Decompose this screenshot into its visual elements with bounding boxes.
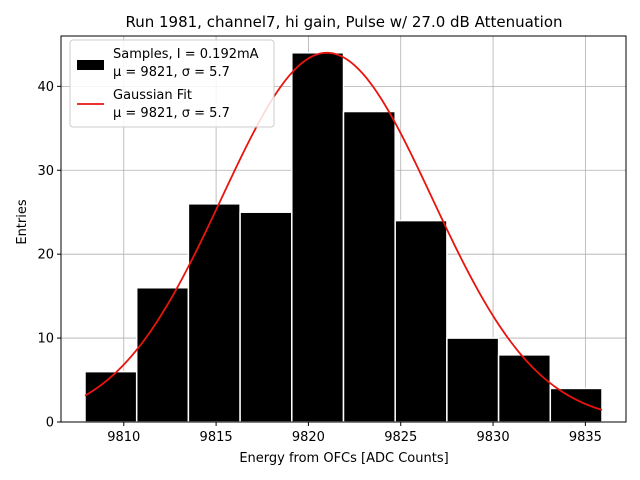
x-axis-ticks: 9810 9815 9820 9825 9830 9835 xyxy=(107,422,602,445)
legend-samples-swatch xyxy=(77,60,104,70)
axes-frame xyxy=(60,35,627,423)
histogram-bar xyxy=(84,370,138,423)
histogram-bar xyxy=(549,387,603,423)
x-tick-label: 9810 xyxy=(107,430,140,445)
x-axis-label: Energy from OFCs [ADC Counts] xyxy=(239,451,448,466)
histogram-bar xyxy=(446,337,500,423)
histogram-bar xyxy=(291,52,345,423)
histogram-bar xyxy=(135,286,190,423)
chart-title: Run 1981, channel7, hi gain, Pulse w/ 27… xyxy=(125,13,562,31)
x-tick-label: 9815 xyxy=(200,430,233,445)
y-tick-label: 0 xyxy=(46,416,54,431)
histogram-bar xyxy=(342,110,396,423)
y-axis-ticks: 0 10 20 30 40 xyxy=(37,80,61,431)
y-tick-label: 20 xyxy=(37,248,54,263)
legend-fit-label: Gaussian Fit xyxy=(113,88,192,103)
legend: Samples, I = 0.192mA μ = 9821, σ = 5.7 G… xyxy=(69,39,275,128)
x-tick-label: 9820 xyxy=(292,430,325,445)
histogram-bar xyxy=(187,203,241,423)
legend-samples-stats: μ = 9821, σ = 5.7 xyxy=(113,65,230,80)
histogram-bar xyxy=(497,354,552,423)
x-tick-label: 9835 xyxy=(569,430,602,445)
y-tick-label: 10 xyxy=(37,332,54,347)
y-tick-label: 30 xyxy=(37,164,54,179)
gaussian-fit-curve xyxy=(84,51,603,411)
histogram-bars xyxy=(84,52,603,423)
histogram-bar xyxy=(394,219,448,423)
y-tick-label: 40 xyxy=(37,80,54,95)
legend-fit-stats: μ = 9821, σ = 5.7 xyxy=(113,106,230,121)
x-tick-label: 9825 xyxy=(384,430,417,445)
legend-box xyxy=(69,39,275,128)
y-axis-label: Entries xyxy=(15,199,30,245)
legend-samples-label: Samples, I = 0.192mA xyxy=(113,47,259,62)
x-tick-label: 9830 xyxy=(477,430,510,445)
histogram-bar xyxy=(239,211,293,423)
